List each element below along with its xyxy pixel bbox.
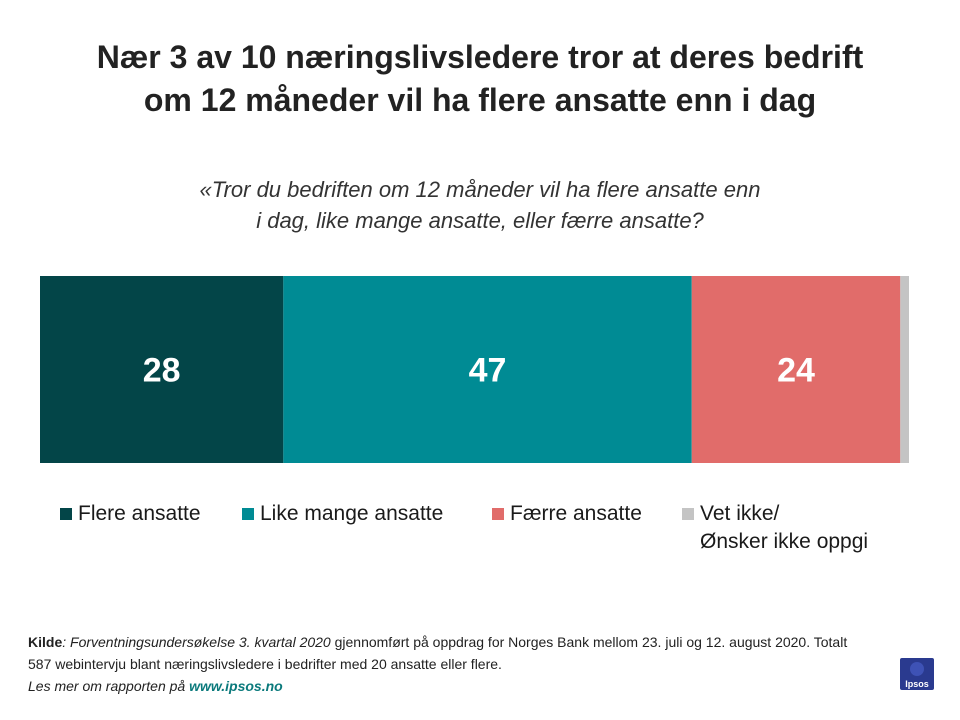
source-footer: Kilde: Forventningsundersøkelse 3. kvart…	[28, 631, 848, 697]
legend-swatch	[682, 508, 694, 520]
chart-legend: Flere ansatte Like mange ansatte Færre ans…	[60, 500, 920, 560]
source-colon: :	[62, 634, 67, 650]
legend-item-3: Færre ansatte	[492, 500, 642, 528]
legend-label: Flere ansatte	[78, 502, 201, 525]
bar-segment-2	[283, 276, 692, 463]
chart-title: Nær 3 av 10 næringslivsledere tror at de…	[20, 36, 940, 122]
chart-title-line-1: Nær 3 av 10 næringslivsledere tror at de…	[96, 39, 864, 75]
legend-label: Vet ikke/ Ønsker ikke oppgi	[700, 502, 869, 553]
legend-item-1: Flere ansatte	[60, 500, 201, 528]
source-survey-name: Forventningsundersøkelse 3. kvartal 2020	[66, 634, 331, 650]
read-more-line: Les mer om rapporten på www.ipsos.no	[28, 675, 848, 697]
read-more-prefix: Les mer om rapporten på	[28, 678, 190, 694]
bar-data-label-1: 28	[143, 352, 181, 390]
ipsos-logo-mark	[910, 662, 924, 676]
legend-label: Færre ansatte	[510, 502, 642, 525]
bar-data-label-2: 47	[469, 352, 507, 390]
chart-title-line-2: om 12 måneder vil ha flere ansatte enn i…	[143, 82, 817, 118]
legend-swatch	[492, 508, 504, 520]
source-details: gjennomført på oppdrag for Norges Bank m…	[28, 634, 848, 672]
legend-swatch	[60, 508, 72, 520]
bar-segment-1	[40, 276, 284, 463]
chart-subtitle-line-2: i dag, like mange ansatte, eller færre a…	[256, 208, 704, 233]
legend-label: Like mange ansatte	[260, 502, 444, 525]
ipsos-logo-text: Ipsos	[905, 679, 929, 689]
legend-item-4: Vet ikke/ Ønsker ikke oppgi	[682, 500, 868, 556]
source-note: Kilde: Forventningsundersøkelse 3. kvart…	[28, 631, 848, 675]
bar-data-label-3: 24	[777, 352, 815, 390]
chart-subtitle-line-1: «Tror du bedriften om 12 måneder vil ha …	[199, 177, 761, 202]
bar-segment-3	[691, 276, 901, 463]
legend-item-2: Like mange ansatte	[242, 500, 443, 528]
ipsos-link[interactable]: www.ipsos.no	[189, 678, 283, 694]
chart-subtitle: «Tror du bedriften om 12 måneder vil ha …	[100, 174, 860, 236]
legend-swatch	[242, 508, 254, 520]
ipsos-logo: Ipsos	[900, 658, 934, 690]
source-label: Kilde	[28, 634, 63, 650]
bar-segment-4	[900, 276, 909, 463]
